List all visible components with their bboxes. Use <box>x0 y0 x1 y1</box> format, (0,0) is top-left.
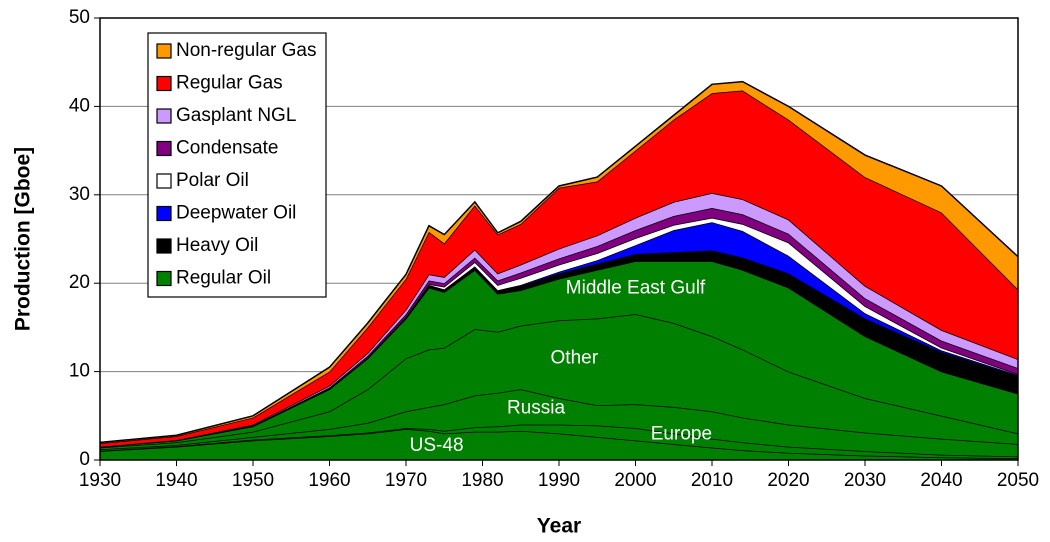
area <box>100 90 1018 447</box>
area <box>100 314 1018 450</box>
x-tick-label: 1930 <box>79 470 121 491</box>
area <box>100 389 1018 457</box>
legend-label: Heavy Oil <box>176 235 258 256</box>
legend-swatch <box>156 108 172 124</box>
legend-swatch <box>156 75 172 92</box>
legend-label: Regular Oil <box>176 268 271 289</box>
region-label: Other <box>551 347 599 368</box>
areas <box>99 80 1019 460</box>
area <box>100 424 1018 459</box>
x-tick-label: 1980 <box>461 470 503 491</box>
x-tick-label: 1990 <box>538 470 580 491</box>
legend-swatch <box>156 173 172 189</box>
x-tick-label: 2040 <box>920 470 962 491</box>
y-tick-label: 20 <box>69 272 90 293</box>
x-tick-label: 2020 <box>767 470 809 491</box>
legend-label: Gasplant NGL <box>176 105 296 126</box>
region-label: Europe <box>651 423 712 444</box>
x-tick-label: 2050 <box>997 470 1039 491</box>
legend-swatch <box>156 43 172 59</box>
region-label: US-48 <box>410 435 464 456</box>
legend-swatch <box>156 140 172 157</box>
legend-label: Regular Gas <box>176 73 283 94</box>
y-tick-label: 10 <box>69 361 90 382</box>
legend-label: Condensate <box>176 138 278 159</box>
x-tick-label: 1940 <box>155 470 197 491</box>
legend-box <box>147 32 327 298</box>
plot-frame <box>99 17 1019 461</box>
legend-label: Non-regular Gas <box>176 40 316 61</box>
area-outline <box>99 80 1019 444</box>
y-tick-label: 40 <box>69 95 90 116</box>
area <box>100 261 1018 448</box>
x-tick-label: 1970 <box>385 470 427 491</box>
legend-swatch <box>156 205 172 222</box>
legend-swatch <box>156 270 172 287</box>
legend-label: Polar Oil <box>176 170 249 191</box>
legend: Non-regular Gas Regular Gas Gasplant NGL Co… <box>147 32 327 298</box>
legend-swatch <box>156 238 172 254</box>
y-tick-label: 50 <box>69 7 90 28</box>
region-label: Middle East Gulf <box>566 278 706 299</box>
x-axis-title: Year <box>537 515 581 538</box>
x-tick-label: 1950 <box>232 470 274 491</box>
y-axis-title: Production [Gboe] <box>12 147 35 331</box>
y-tick-label: 0 <box>79 449 90 470</box>
x-tick-label: 2030 <box>844 470 886 491</box>
x-tick-label: 1960 <box>308 470 350 491</box>
region-label: Russia <box>507 398 566 419</box>
x-tick-label: 2000 <box>614 470 656 491</box>
legend-label: Deepwater Oil <box>176 203 296 224</box>
y-tick-label: 30 <box>69 184 90 205</box>
x-tick-label: 2010 <box>691 470 733 491</box>
